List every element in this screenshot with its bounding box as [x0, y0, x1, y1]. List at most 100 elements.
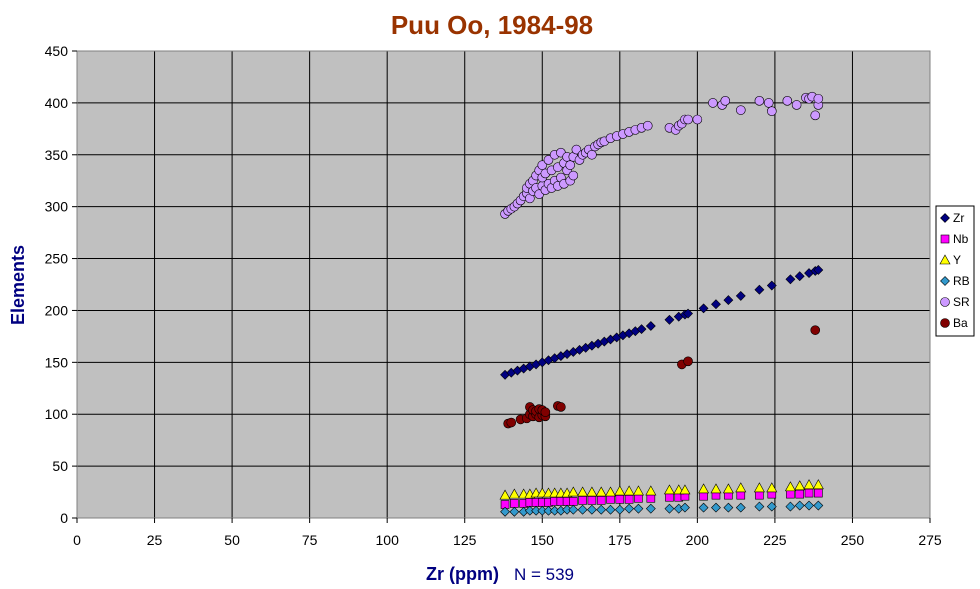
- data-point-y: [710, 483, 722, 494]
- data-point-y: [784, 481, 796, 492]
- data-point-sr: [735, 105, 746, 115]
- data-point-rb: [586, 504, 597, 515]
- data-point-y: [812, 479, 824, 490]
- data-point-y: [794, 480, 806, 491]
- data-point-rb: [645, 503, 656, 514]
- y-tick-label: 100: [45, 406, 69, 422]
- data-point-y: [577, 486, 589, 497]
- legend-label-sr: SR: [953, 295, 970, 309]
- data-point-zr: [664, 314, 675, 325]
- data-point-nb: [510, 499, 519, 508]
- x-axis-ticks: 0 25 50 75 100 125 150 175 200 225 250 275: [73, 518, 942, 548]
- x-axis-label: Zr (ppm): [426, 564, 499, 584]
- data-point-nb: [578, 496, 587, 505]
- data-point-zr: [766, 280, 777, 291]
- data-point-y: [663, 484, 675, 495]
- data-point-ba: [683, 356, 693, 367]
- y-tick-label: 250: [45, 251, 69, 267]
- data-point-sr: [782, 96, 793, 106]
- data-point-nb: [646, 493, 656, 503]
- data-point-y: [508, 488, 520, 499]
- data-point-rb: [754, 501, 765, 512]
- data-points: [499, 91, 824, 517]
- sample-count-note: N = 539: [514, 565, 574, 584]
- y-axis-ticks: 0 50 100 150 200 250 300 350 400 450: [45, 43, 77, 526]
- data-point-y: [595, 486, 607, 497]
- y-tick-label: 400: [45, 95, 69, 111]
- x-tick-label: 175: [608, 532, 632, 548]
- data-point-rb: [723, 502, 734, 513]
- plot-area: [77, 51, 930, 518]
- y-tick-label: 450: [45, 43, 69, 59]
- legend-marker-nb: [940, 234, 950, 244]
- y-tick-label: 150: [45, 354, 69, 370]
- data-point-y: [722, 483, 734, 494]
- data-point-rb: [785, 501, 796, 512]
- legend-marker-rb: [940, 276, 950, 286]
- data-point-ba: [506, 417, 517, 428]
- data-point-zr: [754, 284, 765, 295]
- data-point-rb: [813, 500, 824, 511]
- data-point-y: [605, 486, 617, 497]
- data-point-nb: [699, 491, 708, 501]
- data-point-rb: [735, 502, 746, 513]
- data-point-zr: [645, 321, 656, 331]
- data-point-rb: [509, 506, 520, 517]
- y-tick-label: 350: [45, 147, 69, 163]
- data-point-y: [623, 485, 635, 496]
- data-point-y: [499, 489, 511, 500]
- data-point-zr: [636, 324, 647, 335]
- data-point-nb: [665, 492, 674, 502]
- x-tick-label: 50: [224, 532, 240, 548]
- x-tick-label: 150: [531, 532, 555, 548]
- data-point-sr: [810, 110, 821, 121]
- data-point-rb: [577, 504, 588, 515]
- data-point-rb: [624, 503, 635, 514]
- data-point-zr: [723, 295, 734, 305]
- data-point-rb: [794, 500, 805, 511]
- plot-border: [76, 50, 931, 519]
- legend-marker-sr: [940, 297, 950, 307]
- data-point-y: [645, 485, 657, 496]
- x-tick-label: 200: [686, 532, 710, 548]
- y-axis-label: Elements: [8, 245, 28, 325]
- data-point-rb: [711, 502, 721, 513]
- data-point-rb: [766, 501, 777, 512]
- data-point-y: [753, 482, 765, 493]
- x-tick-label: 125: [453, 532, 477, 548]
- legend-label-rb: RB: [953, 274, 970, 288]
- data-point-zr: [785, 274, 796, 285]
- data-point-nb: [755, 490, 764, 500]
- y-tick-label: 200: [45, 302, 69, 318]
- data-point-y: [679, 484, 691, 495]
- x-tick-label: 225: [763, 532, 787, 548]
- legend: Zr Nb Y RB SR Ba: [935, 205, 975, 337]
- data-point-zr: [698, 303, 709, 314]
- series-zr: [500, 265, 824, 380]
- y-tick-label: 300: [45, 199, 69, 215]
- chart-title: Puu Oo, 1984-98: [391, 10, 593, 40]
- data-point-rb: [596, 504, 607, 515]
- legend-label-y: Y: [953, 253, 961, 267]
- series-sr: [500, 91, 824, 219]
- data-point-y: [766, 482, 778, 493]
- legend-marker-ba: [940, 318, 950, 328]
- data-point-y: [803, 479, 815, 490]
- data-point-ba: [556, 402, 566, 412]
- data-point-y: [698, 483, 710, 494]
- data-point-nb: [568, 497, 578, 506]
- data-point-sr: [763, 98, 774, 108]
- data-point-nb: [736, 490, 746, 500]
- data-point-y: [586, 486, 598, 497]
- data-point-zr: [683, 308, 693, 319]
- data-point-sr: [642, 120, 653, 131]
- legend-label-nb: Nb: [953, 232, 969, 246]
- data-point-nb: [587, 496, 597, 505]
- data-point-y: [567, 486, 579, 497]
- data-point-sr: [692, 114, 703, 125]
- data-point-nb: [786, 489, 795, 499]
- data-point-zr: [735, 290, 746, 301]
- data-point-sr: [754, 96, 765, 106]
- data-point-rb: [605, 504, 616, 515]
